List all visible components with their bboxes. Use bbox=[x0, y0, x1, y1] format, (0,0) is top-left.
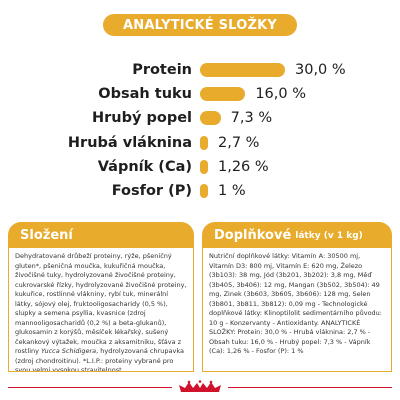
analytics-title: ANALYTICKÉ SLOŽKY bbox=[103, 14, 297, 36]
analytics-value: 1 % bbox=[218, 183, 246, 199]
composition-header: Složení bbox=[8, 222, 194, 248]
analytics-bar bbox=[200, 111, 221, 126]
footer-line-left bbox=[8, 387, 172, 388]
analytics-row: Obsah tuku 16,0 % bbox=[0, 82, 400, 106]
analytics-bar bbox=[200, 63, 285, 77]
analytics-row: Hrubá vláknina 2,7 % bbox=[0, 131, 400, 155]
analytics-label: Vápník (Ca) bbox=[97, 158, 192, 175]
composition-text: Dehydratované drůbeží proteiny, rýže, pš… bbox=[8, 248, 194, 372]
analytics-label: Protein bbox=[132, 62, 192, 78]
royal-canin-crown-icon bbox=[179, 380, 221, 392]
analytics-value: 7,3 % bbox=[230, 110, 273, 127]
analytics-bar bbox=[200, 159, 208, 174]
footer-line-right bbox=[228, 387, 392, 388]
additives-subtitle: látky (v 1 kg) bbox=[295, 231, 363, 241]
analytics-row: Vápník (Ca) 1,26 % bbox=[0, 155, 400, 179]
additives-title: Doplňkové bbox=[214, 227, 292, 243]
analytics-value: 16,0 % bbox=[255, 86, 307, 103]
analytics-row: Protein 30,0 % bbox=[0, 58, 400, 82]
analytics-row: Hrubý popel 7,3 % bbox=[0, 106, 400, 130]
analytics-row: Fosfor (P) 1 % bbox=[0, 179, 400, 203]
additives-header: Doplňkové látky (v 1 kg) bbox=[202, 222, 392, 248]
analytics-value: 30,0 % bbox=[295, 62, 346, 78]
analytics-value: 1,26 % bbox=[218, 158, 269, 175]
yucca-italic: Yucca Schidigera bbox=[41, 347, 97, 355]
analytics-bar bbox=[200, 87, 246, 102]
analytics-label: Hrubá vláknina bbox=[67, 134, 192, 151]
analytics-bar bbox=[200, 184, 208, 198]
analytics-label: Hrubý popel bbox=[91, 110, 192, 127]
additives-text: Nutriční doplňkové látky: Vitamín A: 305… bbox=[202, 248, 392, 372]
analytics-label: Fosfor (P) bbox=[111, 183, 192, 199]
analytics-label: Obsah tuku bbox=[98, 86, 192, 103]
composition-title: Složení bbox=[20, 227, 73, 243]
analytics-bar bbox=[200, 135, 208, 150]
analytics-value: 2,7 % bbox=[218, 134, 260, 151]
